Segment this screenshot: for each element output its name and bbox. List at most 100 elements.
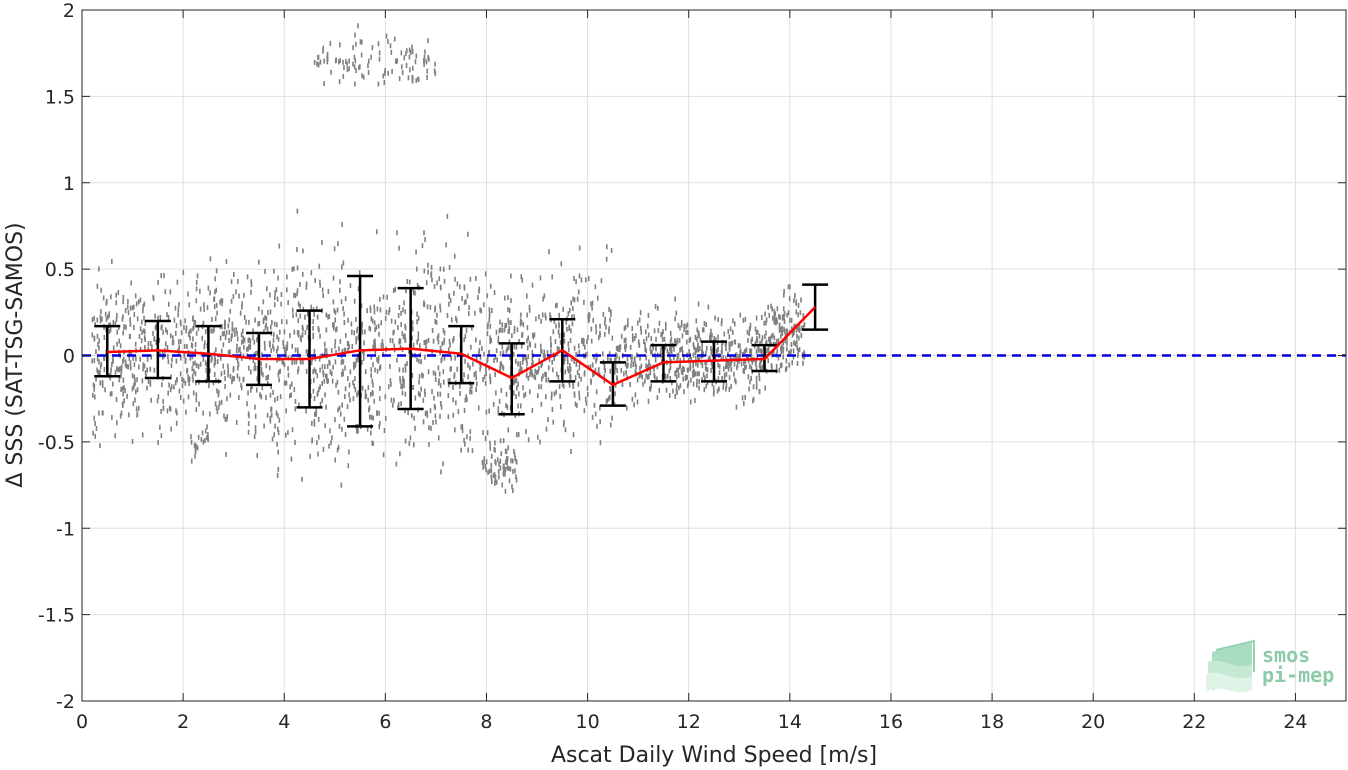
scatter-point	[711, 332, 713, 338]
scatter-point	[326, 55, 328, 61]
scatter-point	[745, 347, 748, 353]
scatter-point	[153, 367, 156, 373]
scatter-point	[184, 318, 186, 324]
scatter-point	[469, 435, 471, 441]
scatter-point	[482, 377, 484, 383]
scatter-point	[400, 310, 402, 316]
scatter-point	[122, 359, 124, 365]
scatter-point	[356, 328, 358, 334]
scatter-point	[636, 320, 639, 326]
scatter-point	[96, 333, 99, 339]
scatter-point	[771, 306, 774, 312]
scatter-point	[164, 289, 167, 295]
scatter-point	[623, 371, 625, 377]
scatter-point	[153, 336, 155, 342]
scatter-point	[758, 363, 761, 369]
scatter-point	[346, 341, 349, 347]
scatter-point	[489, 440, 491, 446]
scatter-point	[251, 384, 253, 390]
scatter-point	[316, 61, 318, 67]
scatter-point	[227, 349, 230, 355]
scatter-point	[440, 469, 442, 475]
scatter-point	[411, 48, 414, 54]
scatter-point	[526, 345, 529, 351]
scatter-point	[714, 355, 717, 361]
scatter-point	[226, 416, 228, 422]
scatter-point	[437, 435, 440, 441]
scatter-point	[668, 351, 670, 357]
scatter-point	[352, 380, 354, 386]
scatter-point	[464, 441, 466, 447]
scatter-point	[688, 348, 690, 354]
scatter-point	[702, 351, 704, 357]
scatter-point	[498, 398, 501, 404]
scatter-point	[399, 451, 401, 457]
scatter-point	[802, 324, 805, 330]
scatter-point	[305, 368, 308, 374]
scatter-point	[202, 356, 205, 362]
scatter-point	[420, 386, 422, 392]
scatter-point	[631, 333, 634, 339]
scatter-point	[646, 323, 649, 329]
scatter-point	[418, 379, 420, 385]
scatter-point	[759, 340, 761, 346]
scatter-point	[550, 341, 552, 347]
scatter-point	[800, 297, 802, 303]
scatter-point	[137, 405, 140, 411]
scatter-point	[376, 410, 378, 416]
scatter-point	[425, 280, 428, 286]
scatter-point	[538, 366, 540, 372]
scatter-point	[433, 68, 436, 74]
scatter-point	[448, 301, 450, 307]
scatter-point	[207, 437, 209, 443]
scatter-point	[415, 249, 417, 255]
scatter-point	[569, 374, 571, 380]
scatter-point	[723, 366, 725, 372]
scatter-point	[490, 474, 493, 480]
scatter-point	[711, 363, 713, 369]
scatter-point	[249, 343, 251, 349]
scatter-point	[216, 409, 219, 415]
scatter-point	[461, 423, 464, 429]
scatter-point	[803, 350, 805, 356]
scatter-point	[460, 424, 463, 430]
scatter-point	[474, 370, 477, 376]
scatter-point	[427, 337, 430, 343]
scatter-point	[362, 74, 365, 80]
scatter-point	[697, 332, 700, 338]
scatter-point	[497, 406, 500, 412]
scatter-point	[332, 299, 335, 305]
scatter-point	[519, 403, 522, 409]
scatter-point	[489, 323, 492, 329]
scatter-point	[773, 313, 776, 319]
scatter-point	[549, 312, 551, 318]
scatter-point	[93, 315, 95, 321]
scatter-point	[217, 392, 220, 398]
scatter-point	[171, 340, 174, 346]
scatter-point	[525, 372, 528, 378]
scatter-point	[129, 305, 132, 311]
scatter-point	[491, 479, 493, 485]
scatter-point	[519, 321, 522, 327]
scatter-point	[504, 448, 507, 454]
scatter-point	[365, 393, 368, 399]
scatter-point	[668, 393, 671, 399]
scatter-point	[568, 307, 571, 313]
scatter-point	[190, 328, 192, 334]
scatter-point	[200, 436, 203, 442]
scatter-point	[189, 355, 192, 361]
scatter-point	[157, 279, 159, 285]
scatter-point	[492, 473, 495, 479]
scatter-point	[427, 38, 429, 44]
scatter-point	[372, 440, 374, 446]
scatter-point	[571, 321, 574, 327]
scatter-point	[725, 386, 727, 392]
scatter-point	[206, 305, 209, 311]
scatter-point	[370, 316, 373, 322]
scatter-point	[553, 318, 556, 324]
scatter-point	[319, 282, 321, 288]
scatter-point	[453, 372, 456, 378]
scatter-point	[627, 318, 629, 324]
scatter-point	[559, 404, 562, 410]
scatter-point	[452, 397, 454, 403]
